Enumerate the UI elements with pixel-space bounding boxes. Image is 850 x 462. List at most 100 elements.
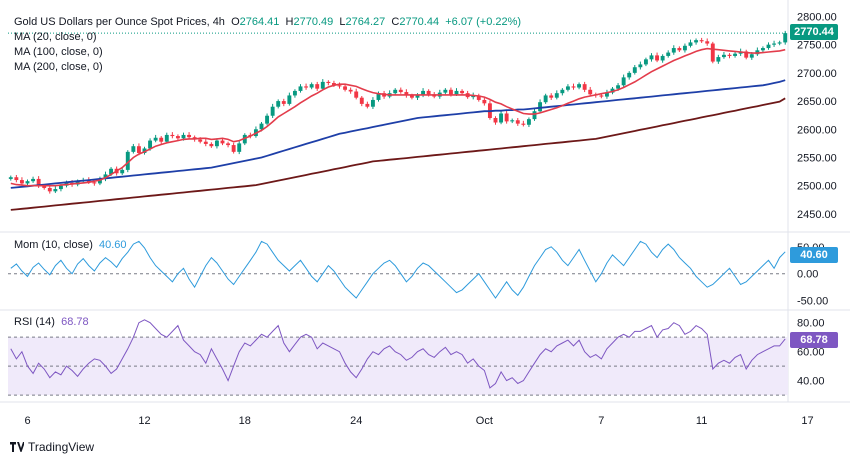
- candlestick-series[interactable]: [8, 30, 788, 194]
- high-label: H: [285, 16, 294, 28]
- candle-body: [588, 89, 593, 95]
- candle-body: [25, 181, 30, 184]
- candle-body: [510, 120, 515, 122]
- price-tick-label: 2800.00: [797, 11, 837, 23]
- candle-body: [638, 64, 643, 68]
- candle-body: [671, 48, 676, 53]
- candle-body: [170, 134, 175, 137]
- momentum-tick-label: 0.00: [797, 269, 818, 281]
- grid-lines: [0, 0, 850, 403]
- candle-body: [365, 103, 370, 107]
- candle-body: [97, 178, 102, 184]
- candle-body: [783, 33, 788, 43]
- close-label: C: [391, 16, 400, 28]
- candle-body: [565, 86, 570, 90]
- candle-body: [376, 93, 381, 100]
- candle-body: [326, 81, 331, 84]
- candle-body: [153, 137, 158, 141]
- candle-body: [175, 136, 180, 139]
- candle-body: [604, 92, 609, 97]
- momentum-tick-label: -50.00: [797, 296, 828, 308]
- rsi-line: [10, 319, 786, 389]
- candle-body: [331, 83, 336, 86]
- tradingview-logo[interactable]: TradingView: [10, 440, 94, 454]
- rsi-legend[interactable]: RSI (14) 68.78: [14, 315, 89, 330]
- candle-body: [515, 120, 520, 124]
- candle-body: [415, 95, 420, 98]
- candle-body: [577, 84, 582, 88]
- candle-body: [727, 54, 732, 56]
- candle-body: [599, 95, 604, 97]
- ma20-legend[interactable]: MA (20, close, 0): [14, 31, 97, 43]
- candle-body: [343, 86, 348, 90]
- close-value: 2770.44: [399, 16, 440, 28]
- low-label: L: [339, 16, 346, 28]
- time-tick-label: 6: [24, 415, 30, 427]
- candle-body: [270, 106, 275, 116]
- candle-body: [58, 185, 63, 190]
- symbol-title[interactable]: Gold US Dollars per Ounce Spot Prices, 4…: [14, 16, 225, 28]
- candle-body: [755, 50, 760, 55]
- rsi-tick-label: 60.00: [797, 347, 825, 359]
- candle-body: [203, 141, 208, 144]
- candle-body: [760, 48, 765, 51]
- ma100-legend[interactable]: MA (100, close, 0): [14, 46, 103, 58]
- candle-body: [643, 59, 648, 65]
- candle-body: [777, 42, 782, 44]
- tradingview-logo-icon: [10, 442, 24, 452]
- candle-body: [409, 95, 414, 98]
- candle-body: [214, 140, 219, 147]
- candle-body: [554, 93, 559, 98]
- candle-body: [14, 177, 19, 181]
- price-tick-label: 2650.00: [797, 96, 837, 108]
- candle-body: [721, 54, 726, 58]
- candle-body: [710, 43, 715, 62]
- candle-body: [705, 41, 710, 44]
- price-axis: 2800.00 2750.00 2700.00 2650.00 2600.00 2550.…: [797, 11, 837, 220]
- candle-body: [688, 42, 693, 46]
- candle-body: [53, 189, 58, 192]
- candle-body: [393, 89, 398, 94]
- candle-body: [443, 89, 448, 93]
- candle-body: [187, 134, 192, 138]
- rsi-tick-label: 40.00: [797, 376, 825, 388]
- price-tick-label: 2550.00: [797, 152, 837, 164]
- candle-body: [109, 168, 114, 175]
- candle-body: [532, 111, 537, 120]
- candle-body: [259, 123, 264, 130]
- last-price-badge: 2770.44: [790, 24, 838, 40]
- candle-body: [655, 55, 660, 61]
- price-tick-label: 2500.00: [797, 181, 837, 193]
- candle-body: [281, 101, 286, 104]
- price-tick-label: 2750.00: [797, 40, 837, 52]
- candle-body: [649, 55, 654, 60]
- candle-body: [86, 180, 91, 183]
- candle-body: [682, 45, 687, 51]
- time-tick-label: 17: [801, 415, 813, 427]
- ma200-legend[interactable]: MA (200, close, 0): [14, 61, 103, 73]
- candle-body: [159, 137, 164, 142]
- rsi-axis: 80.00 60.00 40.00: [8, 318, 825, 396]
- candle-body: [47, 187, 52, 192]
- candle-body: [694, 40, 699, 43]
- candle-body: [142, 148, 147, 153]
- candle-body: [148, 140, 153, 149]
- candle-body: [699, 40, 704, 42]
- momentum-legend[interactable]: Mom (10, close) 40.60: [14, 238, 127, 253]
- candle-body: [103, 174, 108, 179]
- candle-body: [733, 53, 738, 56]
- candle-body: [209, 143, 214, 147]
- candle-body: [744, 51, 749, 58]
- candle-body: [454, 90, 459, 95]
- time-tick-label: 18: [239, 415, 251, 427]
- candle-body: [677, 48, 682, 51]
- candle-body: [265, 115, 270, 124]
- moving-averages[interactable]: [8, 32, 788, 211]
- rsi-legend-value: 68.78: [61, 316, 89, 328]
- rsi-panel[interactable]: [10, 319, 786, 389]
- momentum-panel[interactable]: [10, 240, 786, 299]
- candle-body: [610, 88, 615, 93]
- candle-body: [543, 95, 548, 103]
- time-tick-label: 12: [138, 415, 150, 427]
- rsi-value-badge: 68.78: [790, 332, 838, 348]
